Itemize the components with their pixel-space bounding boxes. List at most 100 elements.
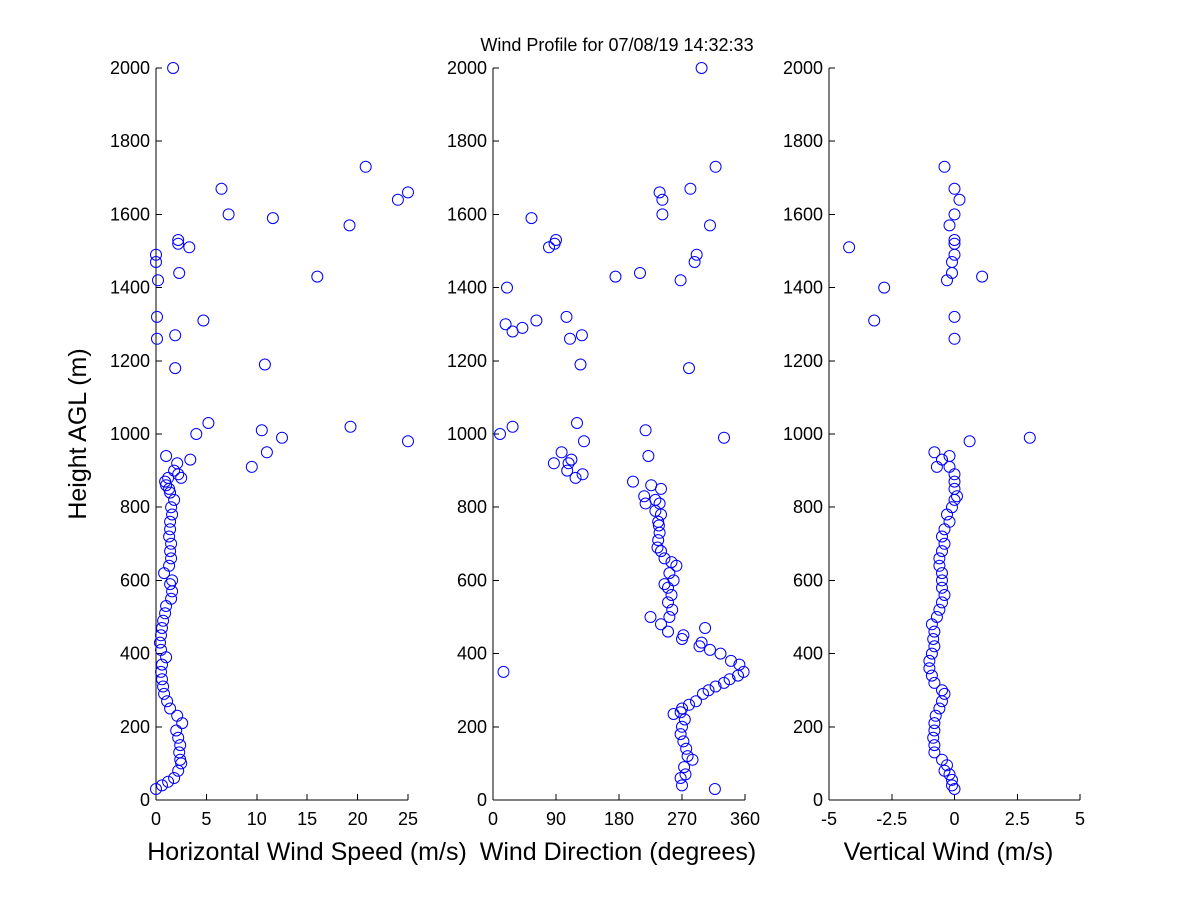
data-point-direction bbox=[574, 358, 587, 371]
data-point-direction bbox=[676, 720, 688, 733]
y-tick-label-direction: 200 bbox=[457, 717, 487, 737]
data-point-speed bbox=[160, 450, 173, 462]
data-point-vertical bbox=[953, 193, 966, 206]
data-point-speed bbox=[258, 358, 271, 371]
data-point-direction bbox=[695, 636, 708, 649]
data-point-speed bbox=[222, 208, 235, 221]
data-point-vertical bbox=[936, 530, 948, 543]
data-point-direction bbox=[652, 534, 665, 547]
y-tick-label-direction: 1200 bbox=[447, 351, 487, 371]
data-point-direction bbox=[667, 574, 680, 587]
data-point-vertical bbox=[948, 482, 961, 495]
x-axis-label-vertical: Vertical Wind (m/s) bbox=[844, 838, 1054, 866]
data-point-speed bbox=[174, 753, 187, 766]
data-point-vertical bbox=[948, 332, 961, 345]
data-point-vertical bbox=[948, 237, 961, 250]
data-point-speed bbox=[163, 559, 176, 572]
x-tick-label-vertical: 0 bbox=[949, 809, 959, 829]
data-point-speed bbox=[190, 428, 203, 440]
data-point-direction bbox=[562, 457, 575, 470]
data-point-direction bbox=[674, 772, 687, 784]
data-point-speed bbox=[165, 592, 178, 605]
data-point-speed bbox=[158, 687, 171, 700]
data-point-direction bbox=[651, 541, 664, 554]
y-tick-label-speed: 800 bbox=[120, 497, 150, 517]
data-point-vertical bbox=[843, 241, 856, 254]
data-point-vertical bbox=[933, 552, 946, 565]
y-tick-label-direction: 600 bbox=[457, 570, 487, 590]
x-axis-label-speed: Horizontal Wind Speed (m/s) bbox=[147, 838, 467, 866]
data-point-direction bbox=[680, 742, 693, 755]
data-point-direction bbox=[649, 493, 662, 506]
data-point-vertical bbox=[943, 219, 956, 232]
data-point-direction bbox=[565, 453, 578, 466]
data-point-vertical bbox=[925, 647, 938, 660]
data-point-direction bbox=[506, 420, 519, 433]
data-point-direction bbox=[681, 750, 694, 763]
data-point-direction bbox=[497, 665, 510, 678]
data-point-speed bbox=[171, 709, 184, 722]
chart-title: Wind Profile for 07/08/19 14:32:33 bbox=[480, 35, 753, 55]
data-point-direction bbox=[708, 783, 721, 795]
data-point-direction bbox=[709, 160, 722, 173]
data-point-vertical bbox=[948, 248, 961, 261]
data-point-vertical bbox=[928, 717, 941, 730]
data-point-vertical bbox=[943, 450, 956, 462]
data-point-direction bbox=[653, 497, 666, 510]
data-point-speed bbox=[402, 186, 414, 199]
data-point-vertical bbox=[946, 501, 958, 514]
data-point-speed bbox=[183, 241, 196, 254]
data-point-direction bbox=[723, 673, 736, 686]
y-tick-label-direction: 0 bbox=[477, 790, 487, 810]
data-point-direction bbox=[676, 779, 688, 792]
x-tick-label-direction: 360 bbox=[730, 809, 760, 829]
data-point-vertical bbox=[933, 603, 946, 616]
x-tick-label-speed: 5 bbox=[201, 809, 211, 829]
data-point-vertical bbox=[928, 446, 941, 459]
y-axis-label: Height AGL (m) bbox=[64, 348, 92, 519]
data-point-direction bbox=[665, 556, 678, 569]
data-point-vertical bbox=[948, 310, 961, 323]
data-point-direction bbox=[663, 611, 676, 623]
y-tick-label-direction: 1000 bbox=[447, 424, 487, 444]
x-tick-label-speed: 20 bbox=[348, 809, 368, 829]
data-point-direction bbox=[686, 753, 699, 766]
data-point-speed bbox=[150, 783, 162, 795]
data-point-speed bbox=[156, 779, 168, 792]
data-point-vertical bbox=[948, 783, 961, 795]
data-point-speed bbox=[168, 493, 181, 506]
y-tick-label-vertical: 200 bbox=[793, 717, 823, 737]
x-tick-label-vertical: -5 bbox=[821, 809, 837, 829]
data-point-direction bbox=[679, 768, 692, 781]
y-tick-label-vertical: 400 bbox=[793, 644, 823, 664]
data-point-direction bbox=[652, 515, 665, 528]
data-point-speed bbox=[391, 193, 404, 206]
data-point-direction bbox=[725, 654, 737, 667]
data-point-vertical bbox=[936, 684, 948, 697]
data-point-vertical bbox=[938, 764, 951, 777]
data-point-speed bbox=[402, 435, 414, 448]
data-point-speed bbox=[266, 212, 279, 225]
data-point-vertical bbox=[936, 567, 948, 580]
data-point-vertical bbox=[927, 633, 940, 645]
data-point-speed bbox=[164, 545, 177, 558]
data-point-speed bbox=[155, 629, 167, 642]
data-point-vertical bbox=[936, 596, 948, 609]
data-point-direction bbox=[501, 281, 513, 294]
data-point-vertical bbox=[936, 574, 948, 587]
data-point-speed bbox=[159, 475, 172, 488]
x-tick-label-direction: 270 bbox=[667, 809, 697, 829]
data-point-direction bbox=[674, 728, 687, 741]
panel-vertical: 0 200 400 600 800 1000 1200 1400 1600 1800 2000 -5 -… bbox=[783, 58, 1085, 866]
y-tick-label-vertical: 1000 bbox=[783, 424, 823, 444]
data-point-speed bbox=[359, 160, 372, 173]
data-point-vertical bbox=[941, 274, 953, 287]
data-point-speed bbox=[156, 658, 168, 671]
data-point-speed bbox=[155, 665, 167, 678]
data-point-vertical bbox=[929, 709, 942, 722]
data-point-vertical bbox=[1023, 431, 1036, 444]
data-point-vertical bbox=[948, 208, 961, 221]
data-point-speed bbox=[162, 775, 175, 788]
y-tick-label-speed: 600 bbox=[120, 570, 150, 590]
data-point-speed bbox=[344, 420, 357, 433]
